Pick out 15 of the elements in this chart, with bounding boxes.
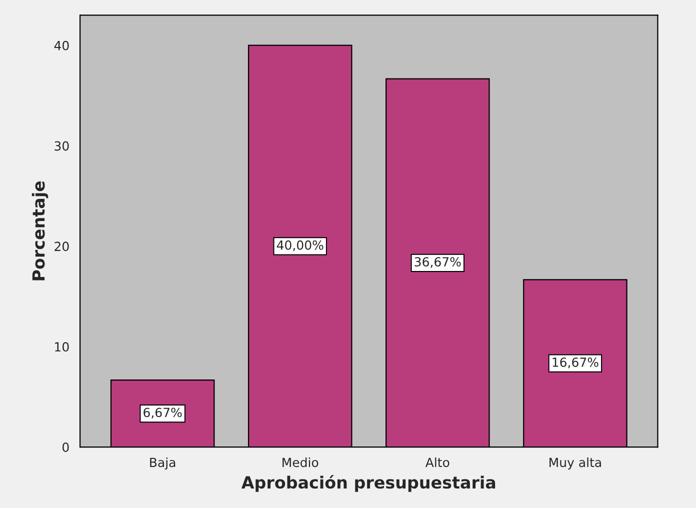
y-axis-title: Porcentaje [32,181,48,280]
x-axis-title: Aprobación presupuestaria [241,475,496,492]
data-label: 6,67% [144,408,182,418]
x-tick-label: Medio [282,457,318,468]
data-label: 36,67% [414,257,461,268]
y-tick-label: 40 [54,40,69,50]
y-tick-label: 10 [55,342,69,352]
data-label: 40,00% [276,240,324,252]
x-tick-label: Muy alta [550,457,601,470]
data-label: 16,67% [552,358,598,368]
x-tick-label: Alto [425,457,450,468]
y-tick-label: 20 [54,242,69,252]
y-tick-label: 30 [54,141,69,151]
x-tick-label: Baja [150,457,176,470]
y-tick-label: 0 [62,442,69,452]
